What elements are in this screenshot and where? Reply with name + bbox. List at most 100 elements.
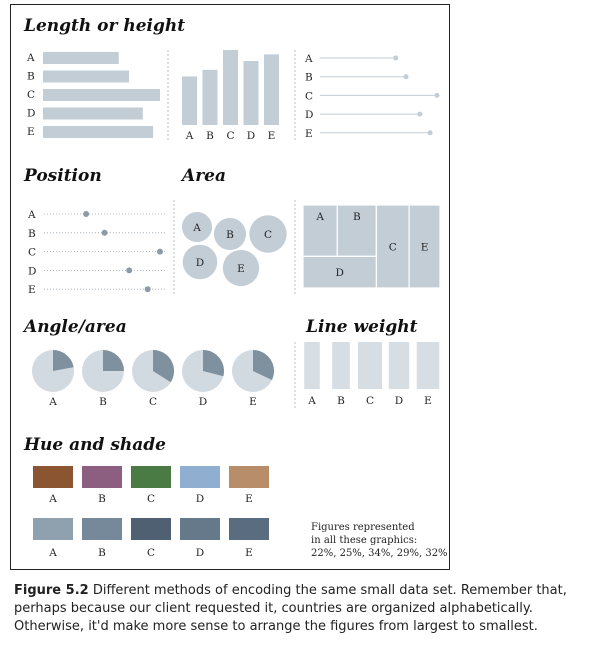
treemap-cell-e (408, 204, 441, 289)
bubble-label-c: C (264, 229, 272, 241)
pie-label-d: D (199, 396, 207, 408)
hbar-label-d: D (27, 108, 35, 120)
lollipop-label-e: E (305, 128, 313, 140)
bubble-label-e: E (237, 263, 245, 275)
hue-label-b: B (98, 493, 106, 505)
title-length-or-height: Length or height (23, 16, 185, 36)
weight-label-a: A (307, 395, 316, 407)
title-hue-and-shade: Hue and shade (23, 435, 166, 455)
pie-slice-c (153, 350, 175, 383)
figures-note-line-3: 22%, 25%, 34%, 29%, 32% (311, 548, 448, 559)
shade-swatch-e (229, 518, 269, 540)
hbar-c (43, 89, 160, 101)
lollipop-dot-c (434, 92, 440, 98)
hue-swatch-d (180, 466, 220, 488)
figures-note-line-1: Figures represented (311, 522, 415, 533)
pie-label-a: A (48, 396, 57, 408)
position-label-b: B (28, 228, 36, 240)
caption-label: Figure 5.2 (14, 583, 89, 598)
bubble-d (182, 244, 218, 280)
position-dot-b (101, 229, 108, 236)
hue-label-d: D (196, 493, 204, 505)
treemap-cell-d (302, 255, 377, 289)
weight-column-a (304, 342, 320, 389)
position-dot-d (126, 267, 133, 274)
hbar-label-a: A (26, 52, 35, 64)
pie-slice-a (53, 349, 74, 371)
hue-swatch-a (33, 466, 73, 488)
position-label-e: E (28, 284, 36, 296)
caption-text: Different methods of encoding the same s… (14, 583, 567, 634)
weight-label-b: B (337, 395, 345, 407)
hue-swatch-b (82, 466, 122, 488)
hue-swatch-e (229, 466, 269, 488)
position-label-a: A (27, 209, 36, 221)
weight-column-b (332, 342, 350, 389)
weight-column-e (416, 342, 440, 389)
vbar-e (264, 54, 279, 125)
vbar-b (202, 69, 218, 125)
vbar-a (182, 76, 197, 125)
pie-slice-d (203, 350, 224, 377)
weight-label-d: D (395, 395, 403, 407)
position-label-d: D (28, 265, 36, 277)
shade-swatch-d (180, 518, 220, 540)
treemap-label-d: D (335, 267, 343, 279)
treemap-cell-c (375, 204, 410, 289)
title-line-weight: Line weight (305, 317, 418, 337)
shade-label-c: C (147, 547, 155, 559)
vbar-label-c: C (226, 130, 234, 142)
position-dot-e (144, 286, 151, 293)
pie-label-b: B (99, 396, 107, 408)
shade-label-d: D (196, 547, 204, 559)
lollipop-dot-a (393, 55, 399, 61)
weight-label-e: E (424, 395, 432, 407)
pie-slice-b (103, 350, 124, 371)
vbar-d (243, 61, 259, 125)
figure-caption: Figure 5.2 Different methods of encoding… (14, 582, 594, 636)
shade-label-a: A (48, 547, 57, 559)
hbar-label-b: B (27, 71, 35, 83)
hbar-label-c: C (27, 89, 35, 101)
hue-label-a: A (48, 493, 57, 505)
hue-label-c: C (147, 493, 155, 505)
treemap-label-e: E (421, 242, 429, 254)
title-position: Position (23, 166, 102, 186)
lollipop-dot-b (403, 74, 409, 80)
figures-note-line-2: in all these graphics: (311, 535, 417, 546)
vbar-label-e: E (268, 130, 276, 142)
lollipop-label-c: C (305, 90, 313, 102)
hbar-label-e: E (27, 126, 35, 138)
weight-column-d (388, 342, 410, 389)
shade-swatch-b (82, 518, 122, 540)
bubble-b (213, 217, 247, 251)
shade-swatch-c (131, 518, 171, 540)
pie-label-c: C (149, 396, 157, 408)
title-angle-area: Angle/area (22, 317, 127, 337)
shade-swatch-a (33, 518, 73, 540)
pie-label-e: E (249, 396, 257, 408)
position-dot-a (83, 211, 90, 217)
position-dot-c (157, 248, 163, 255)
position-label-c: C (28, 247, 36, 259)
bubble-c (249, 215, 287, 253)
bubble-e (222, 249, 260, 287)
hbar-d (43, 107, 143, 120)
treemap-label-a: A (315, 211, 324, 223)
vbar-label-b: B (206, 130, 214, 142)
lollipop-dot-e (427, 130, 433, 136)
shade-label-b: B (98, 547, 106, 559)
lollipop-dot-d (417, 111, 423, 117)
hbar-a (43, 52, 119, 64)
weight-column-c (358, 342, 382, 389)
treemap-label-c: C (389, 242, 397, 254)
vbar-c (223, 50, 238, 125)
hue-swatch-c (131, 466, 171, 488)
bubble-label-a: A (192, 222, 201, 234)
bubble-label-d: D (196, 257, 204, 269)
lollipop-label-b: B (305, 72, 313, 84)
shade-label-e: E (245, 547, 253, 559)
bubble-label-b: B (226, 229, 234, 241)
weight-label-c: C (366, 395, 374, 407)
